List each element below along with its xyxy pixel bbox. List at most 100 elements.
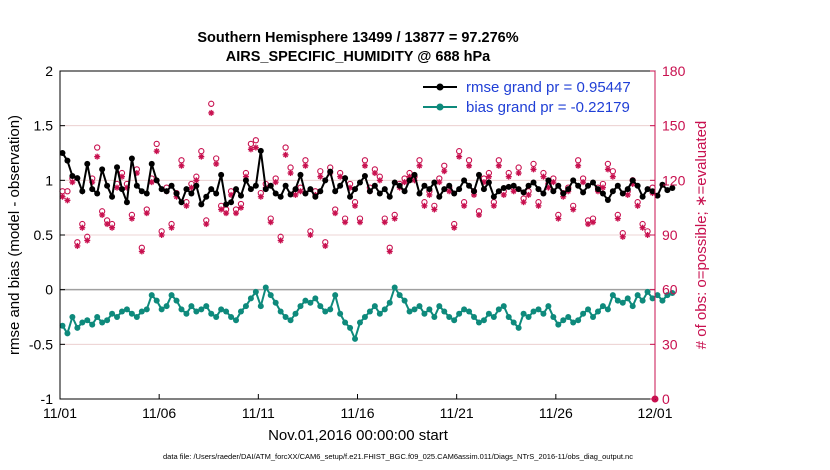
bias-point [317,303,324,310]
rmse-point [590,179,597,186]
rmse-point [436,193,443,200]
bias-point [218,306,225,313]
rmse-point [535,186,542,193]
bias-point [138,308,145,315]
rmse-point [69,172,76,179]
rmse-point [416,190,423,197]
bias-point [223,308,230,315]
bias-point [356,319,363,326]
obs-evaluated-marker [540,173,547,180]
bias-point [431,314,438,320]
rmse-point [302,190,309,197]
obs-evaluated-marker [530,166,537,173]
obs-evaluated-marker [208,109,215,116]
rmse-point [208,186,215,193]
obs-evaluated-marker [421,202,428,209]
obs-possible-marker [94,144,101,151]
obs-evaluated-marker [535,202,542,209]
obs-evaluated-marker [500,191,507,198]
obs-evaluated-marker [158,232,165,238]
bias-point [148,292,155,299]
y-axis-label: rmse and bias (model - observation) [6,115,23,355]
rmse-point [664,187,671,194]
obs-possible-marker [282,144,289,151]
x-tick-label: 12/01 [637,405,672,421]
obs-possible-marker [604,160,612,168]
y-axis-ticks: -1 -0.5 0 0.5 1 1.5 2 [29,63,65,407]
bias-point [406,308,413,315]
bias-point [109,310,116,317]
rmse-point [381,186,388,193]
obs-evaluated-marker [64,197,71,204]
footnote: data file: /Users/raeder/DAI/ATM_forcXX/… [163,452,633,461]
legend-bias-label: bias grand pr = -0.22179 [466,99,630,116]
rmse-point [272,190,279,197]
obs-evaluated-marker [381,219,388,226]
obs-evaluated-marker [614,215,621,222]
rmse-point [307,186,314,193]
obs-evaluated-marker [317,173,324,180]
obs-evaluated-marker [233,210,240,217]
obs-evaluated-marker [575,162,582,169]
obs-evaluated-marker [490,202,497,209]
bias-point [550,314,557,320]
y-tick-label: 0 [45,282,53,298]
rmse-point [466,182,473,189]
obs-evaluated-marker [99,211,106,218]
obs-evaluated-marker [267,219,274,226]
chart-title: Southern Hemisphere 13499 / 13877 = 97.2… [197,30,518,46]
rmse-point [337,182,344,189]
bias-point [396,292,403,299]
rmse-point [366,188,373,195]
rmse-point [644,186,651,193]
obs-possible-marker [64,188,71,195]
bias-point [565,314,572,320]
rmse-point [347,193,354,200]
obs-evaluated-marker [322,242,329,249]
obs-possible-marker [441,162,448,169]
x-tick-label: 11/21 [440,405,474,421]
legend-rmse-label: rmse grand pr = 0.95447 [466,79,631,96]
obs-evaluated-marker [104,221,111,228]
obs-evaluated-marker [277,237,284,244]
obs-evaluated-marker [624,191,631,198]
rmse-point [262,186,269,193]
rmse-point [361,172,368,179]
obs-evaluated-marker [337,173,344,180]
rmse-point [570,177,577,184]
x-tick-label: 11/01 [43,405,77,421]
obs-evaluated-marker [332,210,339,217]
bias-point [609,292,616,299]
obs-possible-marker [609,168,617,175]
bias-point [257,303,264,310]
rmse-point [193,182,200,189]
bias-point [490,314,497,320]
bias-point [118,308,125,315]
y-tick-label: 2 [45,63,53,79]
bias-point [133,314,140,320]
bias-point [669,289,676,296]
obs-evaluated-marker [475,211,482,218]
bias-point [644,288,651,295]
obs-evaluated-marker [138,248,145,255]
rmse-point [64,157,71,164]
rmse-point [580,189,587,196]
rmse-point [565,186,572,193]
bias-point [416,303,423,310]
bias-point [94,314,101,320]
rmse-point [114,164,121,171]
bias-point [570,319,577,326]
rmse-point [133,182,140,189]
rmse-point [332,188,339,195]
bias-point [381,306,388,313]
rmse-point [480,186,487,193]
bias-point [342,319,349,326]
bias-point [461,306,468,313]
x-tick-label: 11/26 [539,405,573,421]
bias-point [213,314,220,320]
y2-tick-label: 120 [662,172,686,188]
rmse-point [471,188,478,195]
rmse-point [654,192,661,199]
rmse-point [540,190,547,197]
obs-evaluated-marker [193,177,200,184]
